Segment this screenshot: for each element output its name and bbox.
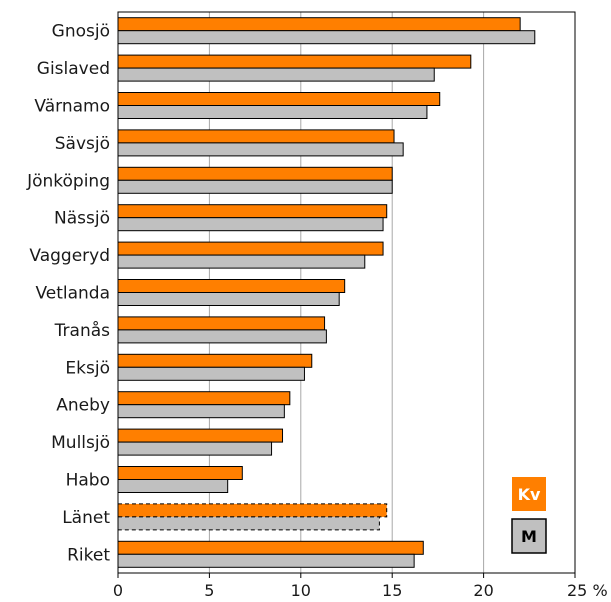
category-label: Jönköping <box>26 171 110 191</box>
bar-m-14 <box>117 553 415 568</box>
bar-m-3 <box>117 142 404 157</box>
bar-kv-6 <box>117 241 384 256</box>
category-label: Aneby <box>56 396 110 416</box>
bar-m-5 <box>117 217 384 232</box>
category-label: Nässjö <box>54 209 110 229</box>
bar-kv-7 <box>117 279 346 293</box>
category-label: Vetlanda <box>35 284 110 304</box>
category-label: Länet <box>62 508 110 528</box>
bar-kv-3 <box>117 129 395 144</box>
bar-kv-1 <box>117 54 472 69</box>
bar-m-1 <box>117 67 435 82</box>
bar-m-0 <box>117 30 536 45</box>
x-tick-label: 0 <box>113 581 123 600</box>
bar-m-6 <box>117 254 366 269</box>
category-label: Mullsjö <box>51 433 110 453</box>
legend-label-kv: Kv <box>518 485 541 504</box>
bar-kv-2 <box>117 92 441 106</box>
category-labels: Gnosjö Gislaved Värnamo Sävsjö Jönköping Näss… <box>26 22 110 566</box>
legend-label-m: M <box>521 527 537 546</box>
x-tick-label: 5 <box>204 581 214 600</box>
bar-m-12 <box>117 479 229 493</box>
bar-kv-10 <box>117 391 291 406</box>
bar-kv-0 <box>117 17 521 32</box>
bar-series <box>117 17 536 568</box>
bar-m-9 <box>117 366 305 381</box>
legend: Kv M <box>511 477 547 554</box>
x-tick-label: 25 % <box>567 581 608 600</box>
x-tick-label: 10 <box>291 581 311 600</box>
category-label: Eksjö <box>65 358 110 378</box>
category-label: Tranås <box>54 320 110 341</box>
bar-kv-4 <box>117 166 393 181</box>
bar-m-10 <box>117 404 285 419</box>
bar-kv-12 <box>117 466 243 480</box>
bar-m-2 <box>117 105 428 119</box>
bar-m-11 <box>117 441 273 456</box>
bar-kv-8 <box>117 316 326 331</box>
bar-kv-13 <box>117 503 388 518</box>
bar-m-13 <box>117 516 380 531</box>
bar-m-4 <box>117 179 393 194</box>
category-label: Sävsjö <box>55 134 110 154</box>
category-label: Riket <box>67 545 110 565</box>
category-label: Vaggeryd <box>29 246 110 266</box>
bar-kv-9 <box>117 353 313 368</box>
bar-kv-11 <box>117 428 284 443</box>
category-label: Värnamo <box>34 97 110 117</box>
legend-swatch-kv <box>512 477 546 511</box>
category-label: Gnosjö <box>52 22 110 42</box>
bar-kv-5 <box>117 204 388 219</box>
x-tick-labels: 0 5 10 15 20 25 % <box>113 573 608 600</box>
category-label: Gislaved <box>37 59 110 79</box>
category-label: Habo <box>66 471 110 491</box>
legend-swatch-m <box>511 518 547 554</box>
plot-frame <box>117 11 576 574</box>
x-tick-label: 20 <box>473 581 493 600</box>
x-tick-label: 15 <box>382 581 402 600</box>
bar-m-8 <box>117 329 327 344</box>
bar-m-7 <box>117 292 340 306</box>
bar-kv-14 <box>117 540 424 555</box>
